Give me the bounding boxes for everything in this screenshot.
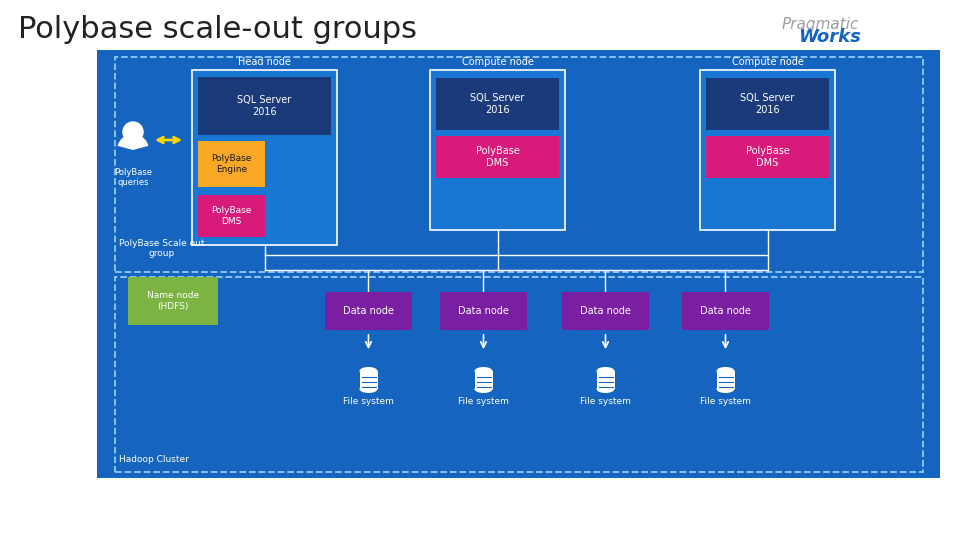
Text: File system: File system [458,397,509,407]
Bar [436,78,559,130]
Text: Compute node: Compute node [732,57,804,67]
Bar [115,277,923,472]
Text: Data node: Data node [458,306,509,316]
Text: SQL Server
2016: SQL Server 2016 [740,93,795,115]
Bar [706,78,829,130]
Ellipse shape [359,385,377,393]
Bar [198,195,265,237]
Bar [562,292,649,330]
Bar [115,57,923,272]
Ellipse shape [474,367,492,375]
Text: Data node: Data node [343,306,394,316]
Text: Head node: Head node [238,57,291,67]
Text: File system: File system [700,397,751,407]
Ellipse shape [716,367,734,375]
Ellipse shape [474,385,492,393]
Bar [716,371,734,389]
Bar [359,371,377,389]
Text: Compute node: Compute node [462,57,534,67]
Ellipse shape [716,385,734,393]
Bar [682,292,769,330]
Text: PolyBase Scale out
group: PolyBase Scale out group [119,239,204,258]
Text: Data node: Data node [700,306,751,316]
Bar [198,77,331,135]
Text: SQL Server
2016: SQL Server 2016 [470,93,524,115]
Bar [192,70,337,245]
Ellipse shape [596,367,614,375]
Text: Works: Works [799,28,861,46]
Bar [198,141,265,187]
Circle shape [123,122,143,142]
Text: PolyBase
DMS: PolyBase DMS [475,146,519,168]
Bar [440,292,527,330]
Text: Polybase scale-out groups: Polybase scale-out groups [18,16,417,44]
Text: Pragmatic: Pragmatic [781,17,858,31]
Bar [97,50,940,478]
Bar [325,292,412,330]
Bar [128,277,218,325]
Text: PolyBase
Engine: PolyBase Engine [211,154,252,174]
Ellipse shape [596,385,614,393]
Text: Data node: Data node [580,306,631,316]
Bar [474,371,492,389]
Text: Hadoop Cluster: Hadoop Cluster [119,455,189,464]
Text: PolyBase
queries: PolyBase queries [114,168,152,187]
Bar [436,136,559,178]
Text: PolyBase
DMS: PolyBase DMS [746,146,789,168]
Text: SQL Server
2016: SQL Server 2016 [237,95,292,117]
Bar [706,136,829,178]
Bar [700,70,835,230]
Bar [596,371,614,389]
Ellipse shape [359,367,377,375]
Bar [430,70,565,230]
Text: Name node
(HDFS): Name node (HDFS) [147,291,199,310]
Wedge shape [117,134,149,150]
Text: PolyBase
DMS: PolyBase DMS [211,206,252,226]
Text: File system: File system [580,397,631,407]
Text: File system: File system [343,397,394,407]
